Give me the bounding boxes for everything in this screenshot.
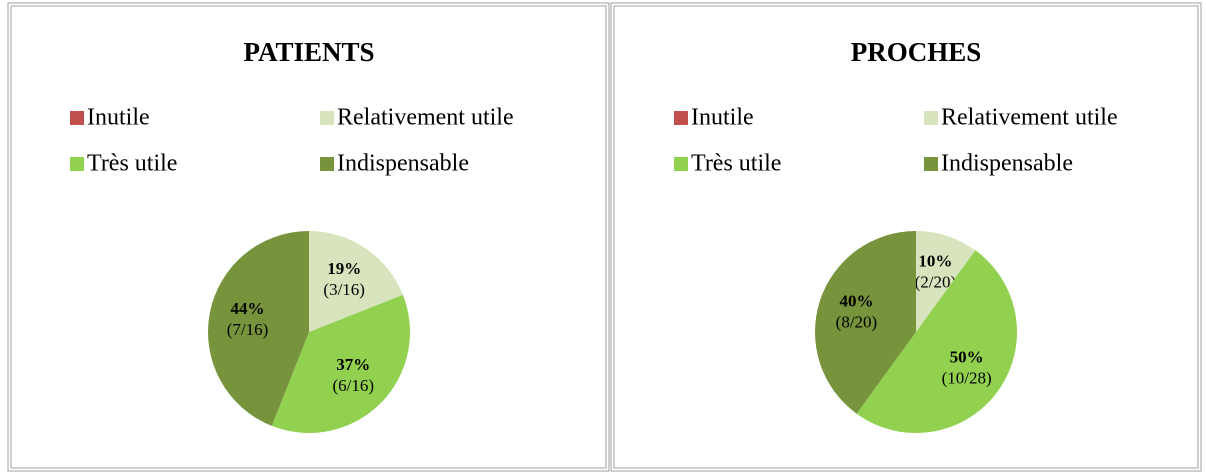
- fraction-label: (2/20): [915, 272, 957, 291]
- panel-border: [10, 5, 607, 469]
- panel-border: [610, 2, 1202, 472]
- fraction-label: (8/20): [836, 313, 878, 332]
- legend-label: Relativement utile: [941, 105, 1118, 131]
- legend-swatch: [70, 157, 84, 171]
- chart-title: PROCHES: [851, 37, 982, 67]
- pie-slice: [814, 231, 916, 414]
- legend-label: Inutile: [691, 105, 754, 131]
- data-label: 37%: [336, 355, 370, 374]
- legend-swatch: [924, 157, 938, 171]
- fraction-label: (10/28): [942, 369, 992, 388]
- chart-title: PATIENTS: [243, 37, 374, 67]
- legend-label: Indispensable: [941, 151, 1073, 177]
- pie-slice: [309, 231, 403, 332]
- legend-label: Relativement utile: [337, 105, 514, 131]
- pie-slice: [207, 231, 309, 426]
- legend-label: Très utile: [87, 151, 177, 177]
- legend-swatch: [674, 157, 688, 171]
- legend-swatch: [674, 111, 688, 125]
- pie-slice: [271, 294, 410, 433]
- pie-slice: [856, 250, 1018, 434]
- legend-label: Indispensable: [337, 151, 469, 177]
- panel-border: [613, 5, 1199, 469]
- data-label: 44%: [230, 299, 264, 318]
- fraction-label: (7/16): [227, 320, 269, 339]
- data-label: 10%: [918, 251, 952, 270]
- legend-label: Très utile: [691, 151, 781, 177]
- legend-swatch: [320, 111, 334, 125]
- fraction-label: (6/16): [333, 376, 375, 395]
- data-label: 50%: [950, 348, 984, 367]
- data-label: 19%: [327, 259, 361, 278]
- legend-swatch: [70, 111, 84, 125]
- legend-swatch: [320, 157, 334, 171]
- panel-border: [7, 2, 610, 472]
- data-label: 40%: [839, 292, 873, 311]
- legend-swatch: [924, 111, 938, 125]
- legend-label: Inutile: [87, 105, 150, 131]
- fraction-label: (3/16): [323, 280, 365, 299]
- pie-slice: [916, 231, 976, 332]
